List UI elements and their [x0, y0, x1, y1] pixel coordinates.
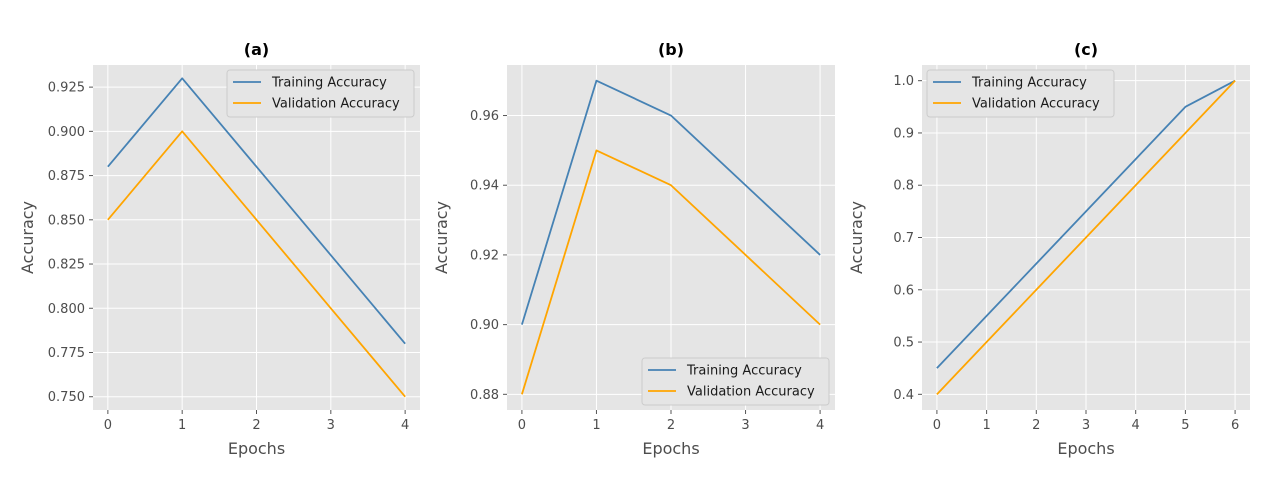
y-tick-label: 0.875 [48, 169, 85, 184]
chart-title: (b) [658, 40, 684, 59]
x-tick-label: 0 [518, 418, 526, 433]
x-axis-label: Epochs [228, 439, 285, 458]
y-axis-label: Accuracy [432, 201, 451, 274]
x-tick-label: 2 [1032, 418, 1040, 433]
y-tick-label: 0.9 [893, 126, 914, 141]
chart-panel-1: 0.88 0.90 0.92 0.94 0.96 0 1 2 3 4 (b) Epochs Accura… [432, 40, 835, 458]
x-tick-label: 3 [741, 418, 749, 433]
x-tick-label: 4 [816, 418, 824, 433]
x-tick-label: 0 [933, 418, 941, 433]
x-tick-label: 2 [667, 418, 675, 433]
x-axis-label: Epochs [1057, 439, 1114, 458]
series-line-training [936, 79, 1236, 369]
x-tick-label: 1 [178, 418, 186, 433]
y-tick-label: 0.900 [48, 125, 85, 140]
y-axis-label: Accuracy [18, 201, 37, 274]
y-tick-label: 0.92 [470, 248, 499, 263]
y-tick-label: 0.96 [470, 109, 499, 124]
x-tick-label: 6 [1231, 418, 1239, 433]
legend: Training Accuracy Validation Accuracy [226, 69, 415, 118]
x-tick-label: 5 [1181, 418, 1189, 433]
x-tick-label: 3 [1082, 418, 1090, 433]
y-tick-label: 0.90 [470, 318, 499, 333]
y-tick-label: 0.8 [893, 179, 914, 194]
y-tick-label: 0.4 [893, 388, 914, 403]
y-tick-label: 0.5 [893, 336, 914, 351]
y-tick-label: 0.850 [48, 213, 85, 228]
legend-label: Training Accuracy [971, 76, 1087, 91]
legend-label: Validation Accuracy [272, 97, 400, 112]
y-tick-label: 0.775 [48, 346, 85, 361]
y-tick-label: 0.825 [48, 258, 85, 273]
x-tick-label: 1 [592, 418, 600, 433]
chart-panel-2: 0.4 0.5 0.6 0.7 0.8 0.9 1.0 0 1 2 3 4 5 6 (c) Epochs Acc… [847, 40, 1250, 458]
legend-label: Validation Accuracy [972, 97, 1100, 112]
y-tick-label: 0.88 [470, 388, 499, 403]
y-tick-label: 0.925 [48, 81, 85, 96]
x-tick-label: 3 [327, 418, 335, 433]
x-tick-label: 4 [401, 418, 409, 433]
y-axis-label: Accuracy [847, 201, 866, 274]
legend-label: Training Accuracy [686, 364, 802, 379]
series-line-validation [936, 80, 1236, 395]
chart-panel-0: 0.750 0.775 0.800 0.825 0.850 0.875 0.900 0.925… [18, 40, 420, 458]
x-axis-label: Epochs [642, 439, 699, 458]
x-tick-label: 1 [982, 418, 990, 433]
y-tick-label: 0.7 [893, 231, 914, 246]
x-tick-label: 2 [252, 418, 260, 433]
series-line-validation [521, 149, 821, 395]
x-tick-label: 0 [104, 418, 112, 433]
legend-label: Validation Accuracy [687, 385, 815, 400]
y-tick-label: 0.750 [48, 390, 85, 405]
y-tick-label: 1.0 [893, 74, 914, 89]
y-tick-label: 0.800 [48, 302, 85, 317]
series-line-validation [107, 130, 406, 398]
legend-box [641, 357, 830, 406]
legend: Training Accuracy Validation Accuracy [926, 69, 1115, 118]
chart-title: (a) [244, 40, 269, 59]
x-tick-label: 4 [1132, 418, 1140, 433]
y-tick-label: 0.94 [470, 179, 499, 194]
legend-label: Training Accuracy [271, 76, 387, 91]
y-tick-label: 0.6 [893, 283, 914, 298]
chart-title: (c) [1074, 40, 1098, 59]
legend: Training Accuracy Validation Accuracy [641, 357, 830, 406]
legend-box [926, 69, 1115, 118]
series-line-training [107, 77, 406, 345]
legend-box [226, 69, 415, 118]
series-line-training [521, 79, 821, 325]
